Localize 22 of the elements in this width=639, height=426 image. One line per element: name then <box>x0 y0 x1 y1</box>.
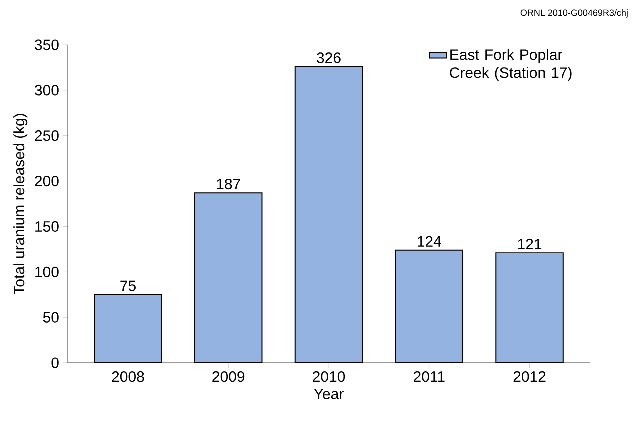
x-tick-label: 2009 <box>212 372 245 382</box>
y-tick-label: 250 <box>35 130 59 142</box>
x-tick-label: 2011 <box>414 372 445 382</box>
y-tick-label: 50 <box>43 312 59 323</box>
text: 121 <box>518 239 542 250</box>
text: 75 <box>120 280 136 292</box>
y-tick-label: 200 <box>35 176 59 187</box>
text: ORNL 2010-G00469R3/chj <box>520 10 628 18</box>
y-tick-label: 150 <box>36 221 59 232</box>
text: 187 <box>217 178 240 190</box>
text: 326 <box>317 52 341 64</box>
x-tick-label: 2010 <box>313 372 346 382</box>
y-tick-label: 350 <box>35 40 59 50</box>
x-axis-title: Year <box>314 388 344 400</box>
x-tick-label: 2008 <box>112 372 144 382</box>
y-tick-label: 300 <box>35 85 59 96</box>
legend-label: East Fork Poplar Creek (Station 17) <box>450 49 572 82</box>
y-tick-label: 100 <box>36 266 59 278</box>
x-tick-label: 2012 <box>514 372 546 382</box>
y-axis-title: Total uranium released (kg) <box>14 114 28 295</box>
y-tick-label: 0 <box>52 358 59 368</box>
text: 124 <box>418 236 442 247</box>
